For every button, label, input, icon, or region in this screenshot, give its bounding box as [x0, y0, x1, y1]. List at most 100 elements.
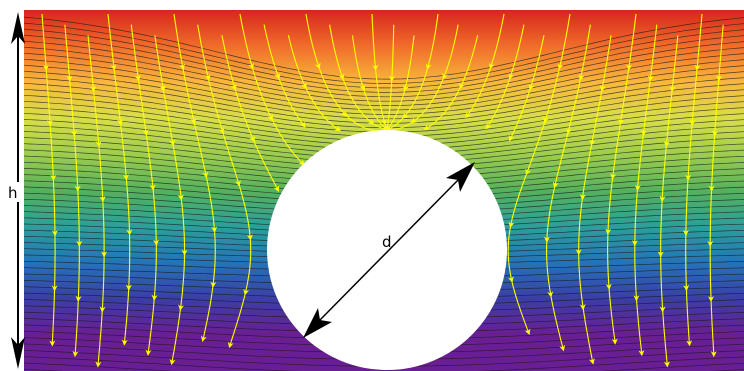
streamline-arrow-icon	[659, 145, 667, 203]
streamline-arrow-icon	[605, 177, 614, 235]
streamline-arrow-icon	[243, 238, 252, 296]
height-label: h	[8, 184, 18, 202]
streamline-arrow-icon	[278, 77, 306, 128]
streamline-arrow-icon	[375, 69, 387, 126]
streamline-arrow-icon	[410, 77, 445, 124]
streamline-arrow-icon	[69, 79, 77, 137]
streamline-arrow-icon	[87, 35, 97, 93]
streamline-arrow-icon	[173, 13, 186, 71]
streamline-arrow-icon	[635, 299, 645, 357]
streamline-arrow-icon	[707, 189, 714, 247]
streamline-arrow-icon	[45, 68, 53, 126]
streamline-arrow-icon	[113, 68, 123, 126]
streamline-arrow-icon	[51, 234, 58, 292]
streamline-arrow-icon	[552, 132, 569, 189]
streamline-arrow-icon	[716, 24, 724, 82]
diameter-label: d	[382, 233, 392, 251]
streamline-arrow-icon	[234, 88, 255, 143]
streamline-arrow-icon	[64, 24, 73, 82]
streamline-arrow-icon	[76, 189, 83, 247]
streamline-arrow-icon	[575, 198, 583, 256]
contour-line	[24, 46, 744, 102]
streamline-arrow-icon	[73, 134, 81, 192]
streamline-arrow-icon	[707, 245, 715, 303]
streamline-arrow-icon	[508, 88, 531, 142]
streamlines	[41, 13, 724, 368]
streamline-arrow-icon	[49, 124, 57, 182]
streamline-arrow-icon	[711, 79, 720, 137]
streamline-arrow-icon	[121, 288, 130, 346]
streamline-arrow-icon	[528, 35, 545, 91]
streamline-arrow-icon	[710, 300, 717, 358]
streamline-arrow-icon	[193, 122, 209, 179]
contour-line	[24, 22, 744, 84]
streamline-arrow-icon	[485, 77, 511, 130]
streamline-arrow-icon	[694, 13, 703, 71]
streamline-arrow-icon	[152, 188, 160, 246]
streamline-arrow-icon	[351, 35, 366, 92]
streamline-arrow-icon	[205, 176, 218, 233]
streamline-arrow-icon	[605, 232, 612, 290]
streamline-arrow-icon	[95, 310, 103, 368]
streamline-arrow-icon	[442, 24, 459, 80]
streamline-arrow-icon	[685, 123, 693, 181]
streamline-arrow-icon	[49, 289, 56, 347]
contour-line	[24, 28, 744, 89]
streamline-arrow-icon	[669, 35, 679, 93]
streamline-arrow-icon	[239, 13, 254, 70]
streamline-arrow-icon	[578, 24, 591, 81]
streamline-arrow-icon	[659, 255, 666, 313]
diameter-arrow-lower-icon	[303, 308, 332, 338]
streamline-arrow-icon	[93, 90, 102, 148]
streamline-arrow-icon	[200, 285, 214, 343]
streamline-arrow-icon	[507, 226, 514, 283]
contour-line	[24, 356, 744, 371]
streamline-arrow-icon	[626, 13, 637, 71]
streamline-arrow-icon	[525, 121, 546, 176]
streamline-arrow-icon	[402, 68, 429, 119]
streamline-arrow-icon	[589, 89, 603, 146]
streamline-arrow-icon	[689, 68, 698, 126]
streamline-arrow-icon	[566, 78, 582, 135]
streamline-arrow-icon	[546, 240, 554, 298]
streamline-arrow-icon	[631, 189, 639, 247]
contour-line	[24, 362, 744, 371]
streamline-arrow-icon	[180, 198, 188, 256]
streamline-arrow-icon	[287, 34, 307, 90]
streamline-arrow-icon	[640, 79, 651, 137]
streamline-arrow-icon	[389, 24, 396, 82]
streamline-arrow-icon	[154, 35, 166, 92]
streamline-arrow-icon	[125, 178, 133, 236]
streamline-arrow-icon	[263, 24, 281, 80]
streamline-arrow-icon	[98, 145, 106, 203]
streamline-arrow-icon	[251, 67, 274, 121]
streamline-arrow-icon	[423, 87, 461, 130]
height-arrow-up-icon	[11, 12, 25, 44]
streamline-arrow-icon	[383, 79, 393, 133]
streamline-arrow-icon	[511, 280, 531, 336]
streamline-arrow-icon	[459, 35, 479, 90]
streamline-arrow-icon	[210, 230, 217, 288]
streamline-arrow-icon	[221, 35, 237, 91]
streamline-arrow-icon	[557, 13, 571, 70]
streamline-arrow-icon	[342, 78, 375, 125]
streamline-arrow-icon	[508, 173, 528, 228]
streamline-arrow-icon	[402, 35, 415, 92]
streamline-arrow-icon	[663, 90, 673, 148]
streamline-arrow-icon	[708, 134, 716, 192]
contour-line	[24, 40, 744, 98]
streamline-arrow-icon	[145, 299, 155, 356]
streamline-arrow-icon	[107, 13, 117, 71]
diameter-dimension-line	[317, 175, 463, 323]
cylinder-obstacle	[267, 130, 507, 370]
streamline-arrow-icon	[178, 253, 186, 311]
diameter-dimension: d	[303, 162, 475, 338]
streamline-arrow-icon	[169, 308, 182, 366]
height-arrow-down-icon	[11, 337, 25, 369]
streamline-arrow-icon	[579, 143, 593, 201]
streamline-arrow-icon	[633, 244, 640, 302]
streamline-arrow-icon	[207, 78, 225, 134]
streamline-arrow-icon	[543, 186, 556, 243]
streamline-arrow-icon	[75, 245, 82, 303]
contour-line	[24, 58, 744, 111]
